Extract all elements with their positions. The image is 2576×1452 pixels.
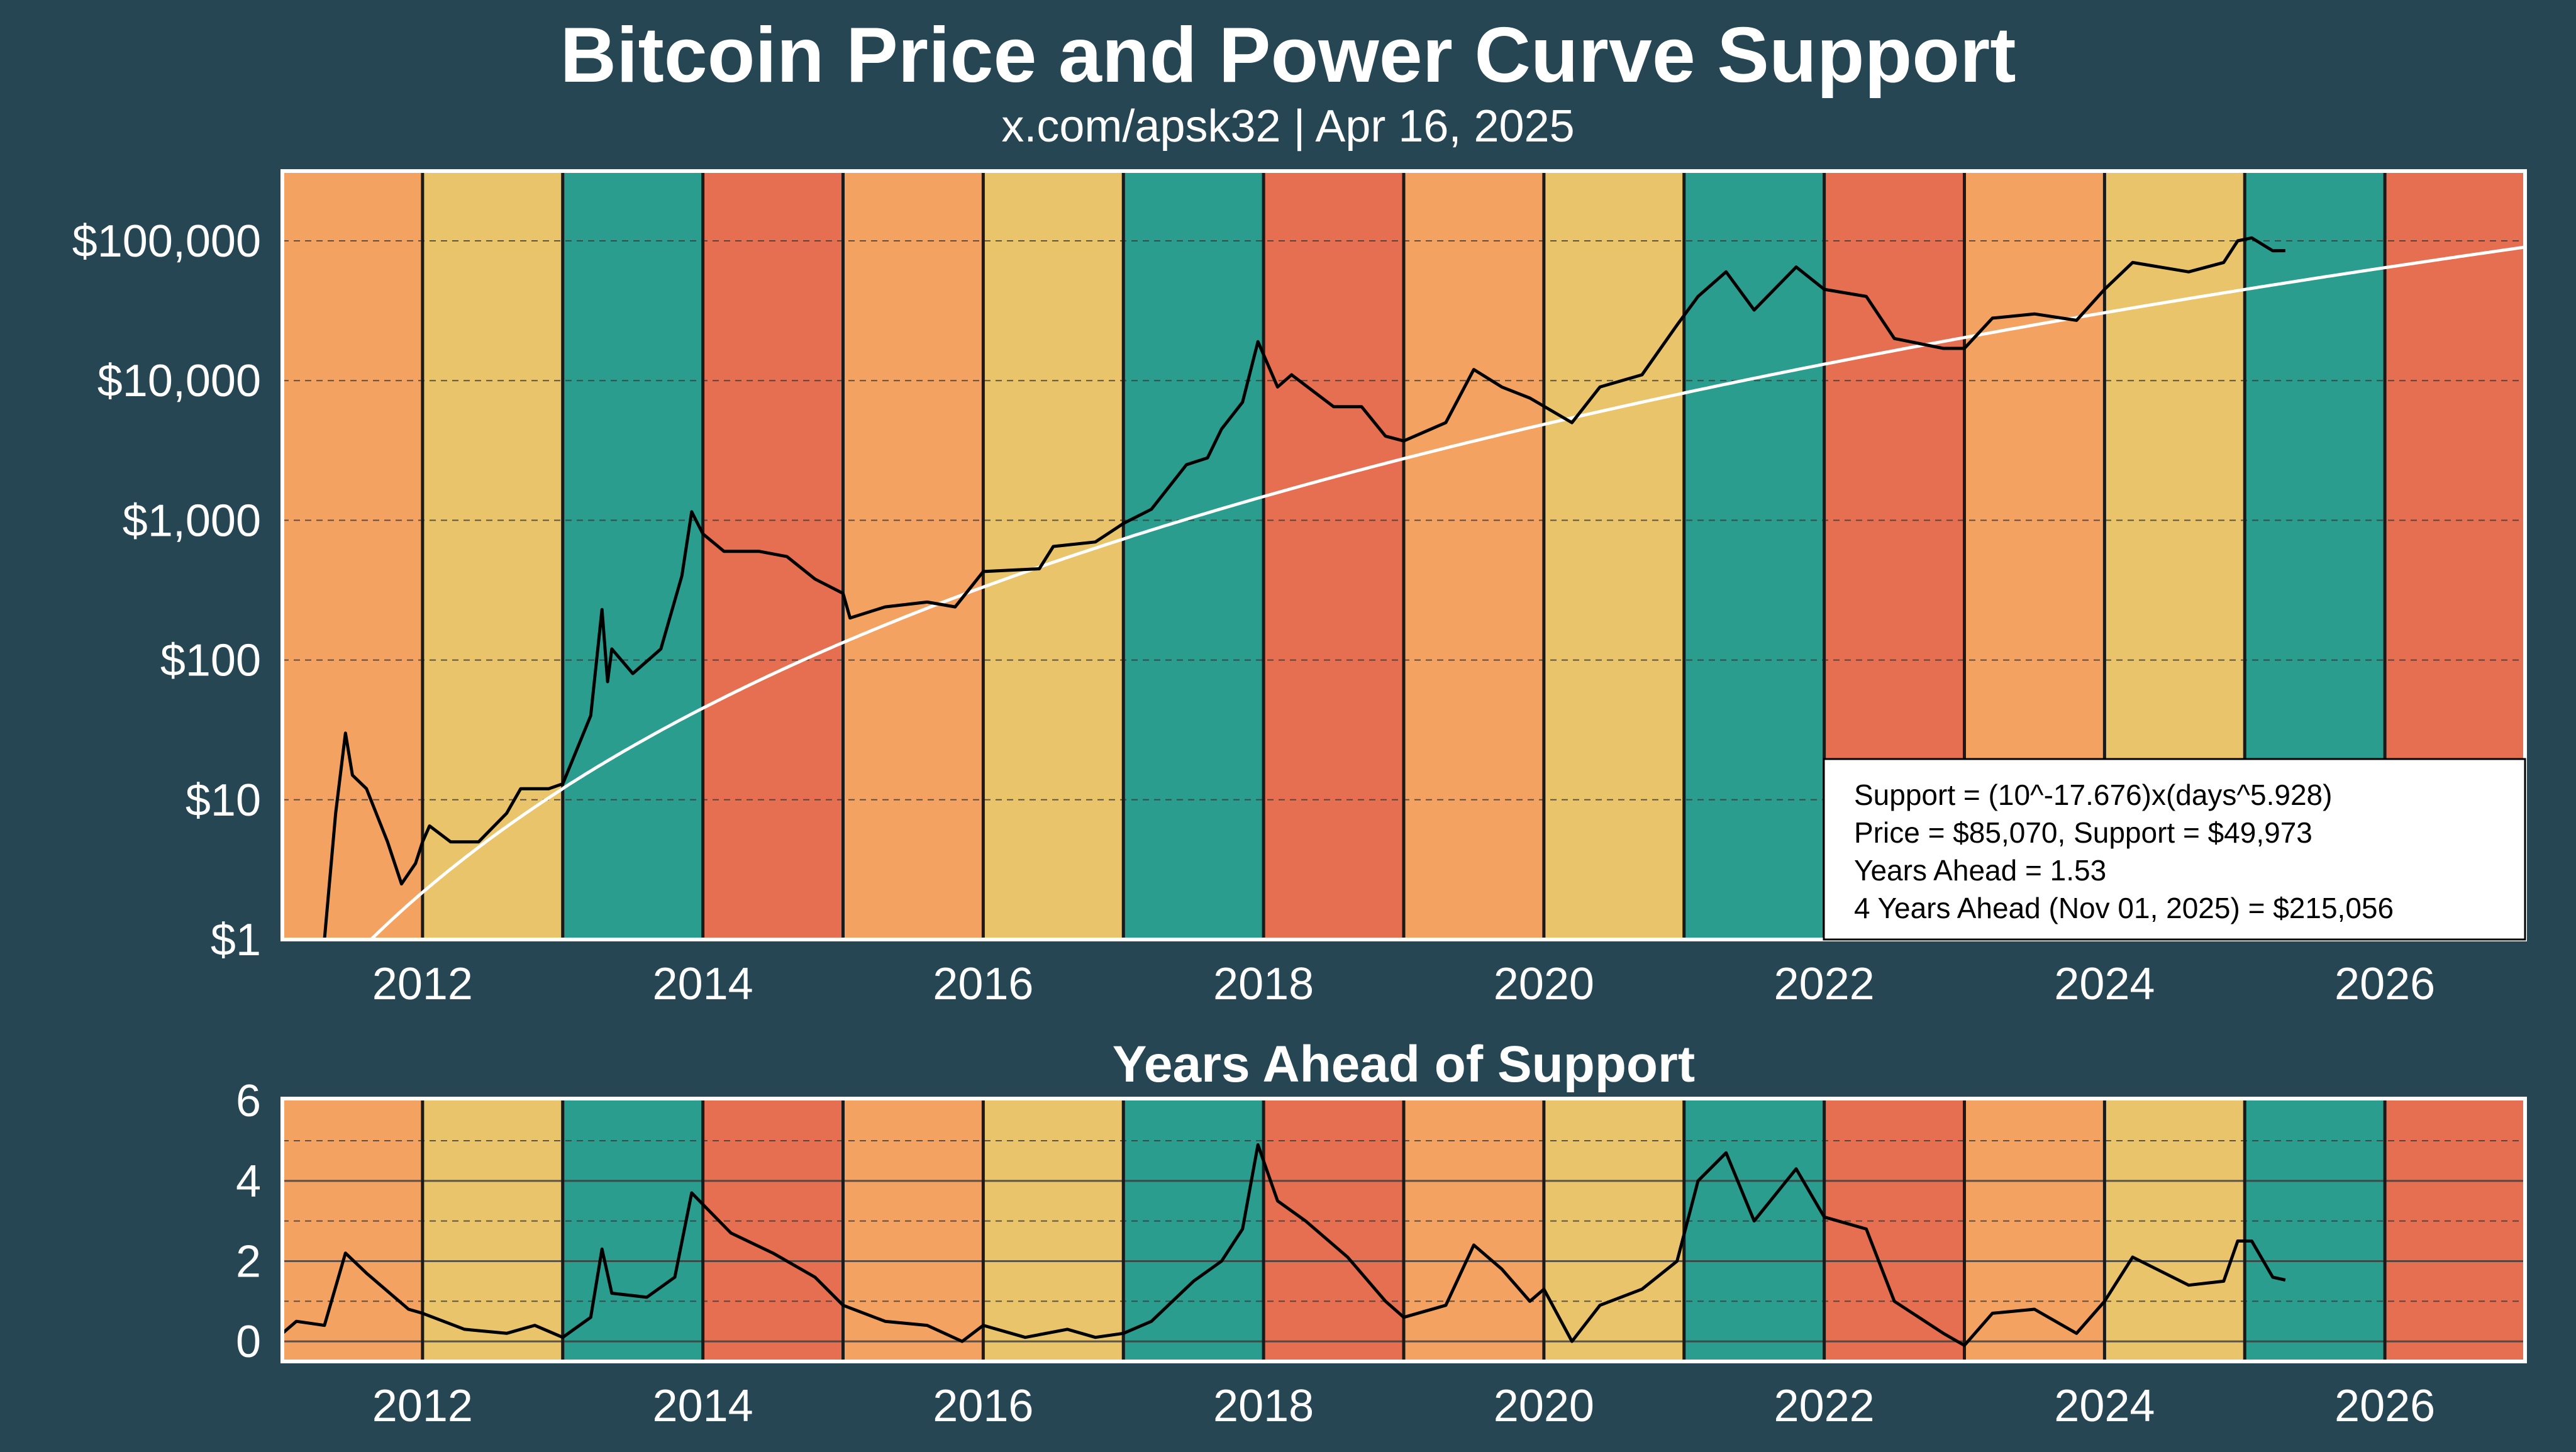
y-tick-label: $100,000	[72, 216, 261, 267]
year-band	[983, 1099, 1124, 1361]
x-tick-label: 2022	[1774, 959, 1875, 1009]
x-tick-label: 2014	[653, 959, 753, 1009]
x-tick-label: 2020	[1494, 959, 1594, 1009]
x-tick-label: 2018	[1213, 1381, 1314, 1431]
year-band	[843, 1099, 984, 1361]
lower-chart-title: Years Ahead of Support	[1113, 1036, 1695, 1093]
x-tick-label: 2024	[2054, 1381, 2155, 1431]
x-tick-label: 2024	[2054, 959, 2155, 1009]
year-band	[843, 171, 984, 939]
years-ahead-plot: 2012 2014 2016 2018 2020 2022 2024 2026 0 2 4 6	[236, 1076, 2527, 1431]
x-tick-label: 2012	[372, 959, 473, 1009]
annotation-box: Support = (10^-17.676)x(days^5.928) Pric…	[1823, 758, 2526, 941]
year-band	[562, 1099, 703, 1361]
year-band	[1684, 171, 1824, 939]
x-tick-label: 2026	[2334, 1381, 2435, 1431]
y-tick-label: 4	[236, 1156, 261, 1207]
y-tick-label: 6	[236, 1076, 261, 1126]
annotation-line: Price = $85,070, Support = $49,973	[1854, 816, 2312, 849]
x-tick-label: 2016	[933, 1381, 1033, 1431]
year-band	[1123, 171, 1264, 939]
plot-frame	[280, 169, 2527, 941]
year-band	[2245, 1099, 2385, 1361]
x-tick-label: 2018	[1213, 959, 1314, 1009]
y-tick-label: $10,000	[97, 356, 261, 406]
year-band	[1543, 171, 1684, 939]
y-tick-label: $1	[211, 915, 261, 965]
year-band	[1684, 1099, 1824, 1361]
year-band	[1824, 1099, 1965, 1361]
x-tick-label: 2012	[372, 1381, 473, 1431]
x-tick-label: 2016	[933, 959, 1033, 1009]
y-tick-label: 0	[236, 1317, 261, 1367]
annotation-line: 4 Years Ahead (Nov 01, 2025) = $215,056	[1854, 892, 2394, 924]
years-ahead-line	[282, 1143, 2286, 1347]
year-band	[983, 171, 1124, 939]
x-tick-label: 2014	[653, 1381, 753, 1431]
price-line	[322, 236, 2285, 939]
year-band	[282, 171, 423, 939]
year-band	[422, 171, 563, 939]
y-tick-label: 2	[236, 1236, 261, 1287]
chart-title: Bitcoin Price and Power Curve Support	[560, 12, 2016, 99]
year-band	[2385, 1099, 2525, 1361]
year-band	[422, 1099, 563, 1361]
y-tick-label: $1,000	[123, 496, 261, 546]
annotation-line: Support = (10^-17.676)x(days^5.928)	[1854, 779, 2332, 811]
chart-subtitle: x.com/apsk32 | Apr 16, 2025	[1001, 101, 1574, 152]
annotation-line: Years Ahead = 1.53	[1854, 854, 2106, 887]
year-band	[702, 1099, 843, 1361]
year-band	[1543, 1099, 1684, 1361]
year-band	[282, 1099, 423, 1361]
y-tick-label: $10	[186, 775, 261, 826]
year-band	[1263, 171, 1404, 939]
x-tick-label: 2020	[1494, 1381, 1594, 1431]
annotation-background	[1823, 758, 2526, 941]
x-tick-label: 2026	[2334, 959, 2435, 1009]
year-band	[1263, 1099, 1404, 1361]
year-band	[562, 171, 703, 939]
year-band	[1404, 1099, 1544, 1361]
plot-frame	[280, 1097, 2527, 1363]
support-curve	[369, 245, 2525, 939]
year-band	[1404, 171, 1544, 939]
year-band	[2104, 1099, 2245, 1361]
x-tick-label: 2022	[1774, 1381, 1875, 1431]
y-tick-label: $100	[160, 636, 261, 686]
